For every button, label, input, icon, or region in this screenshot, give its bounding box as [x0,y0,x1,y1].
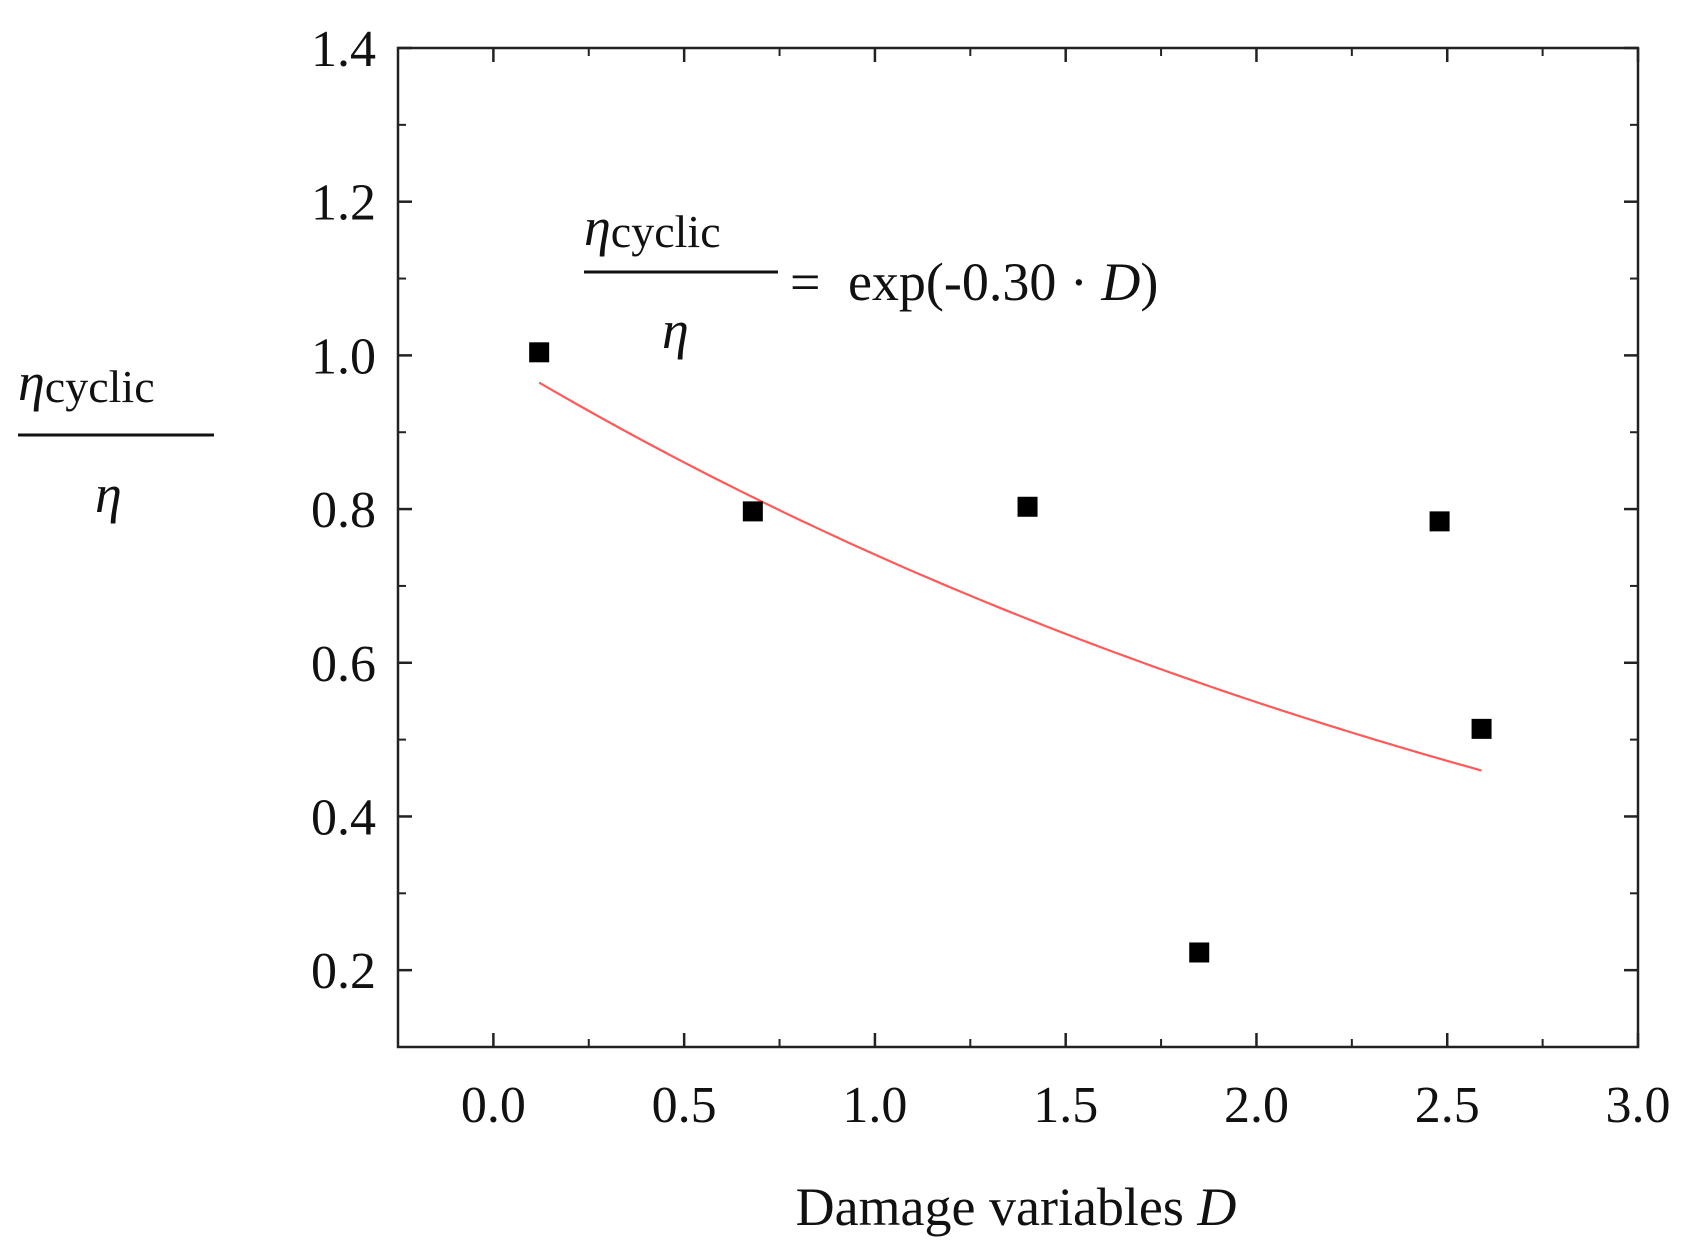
y-tick-label: 0.8 [311,482,376,539]
equation-denominator: η [662,300,689,360]
y-tick-label: 1.0 [311,328,376,385]
y-tick-label: 1.2 [311,175,376,232]
x-tick-label: 2.5 [1415,1077,1480,1134]
fit-line [538,381,1482,772]
equation-numerator: ηcyclic [584,197,721,257]
fit-equation: ηcyclic η = exp(-0.30 · D) [584,197,1158,360]
x-tick-label: 1.5 [1033,1077,1098,1134]
axis-ticks [397,46,1640,1048]
equation-rhs: = exp(-0.30 · D) [790,252,1158,312]
data-point [529,342,550,363]
data-point [1471,718,1492,739]
y-axis-title-numerator: ηcyclic [18,352,155,412]
x-tick-label: 2.0 [1224,1077,1289,1134]
y-axis-title-denominator: η [95,464,122,524]
y-tick-label: 1.4 [311,21,376,78]
data-points [529,342,1492,963]
x-axis-title: Damage variables D [796,1177,1237,1237]
data-point [1017,496,1038,517]
data-point [742,501,763,522]
x-tick-label: 1.0 [842,1077,907,1134]
axis-tick-labels: 0.0 0.5 1.0 1.5 2.0 2.5 3.0 0.2 0.4 0.6 0.8 1.0 1.2 1… [311,21,1671,1134]
x-tick-label: 3.0 [1606,1077,1671,1134]
data-point [1429,511,1450,532]
y-axis-title: ηcyclic η [18,352,214,524]
x-tick-label: 0.5 [652,1077,717,1134]
x-tick-label: 0.0 [461,1077,526,1134]
y-tick-label: 0.2 [311,943,376,1000]
data-point [1189,942,1210,963]
y-tick-label: 0.6 [311,636,376,693]
y-tick-label: 0.4 [311,789,376,846]
plot-frame [396,46,1640,1049]
